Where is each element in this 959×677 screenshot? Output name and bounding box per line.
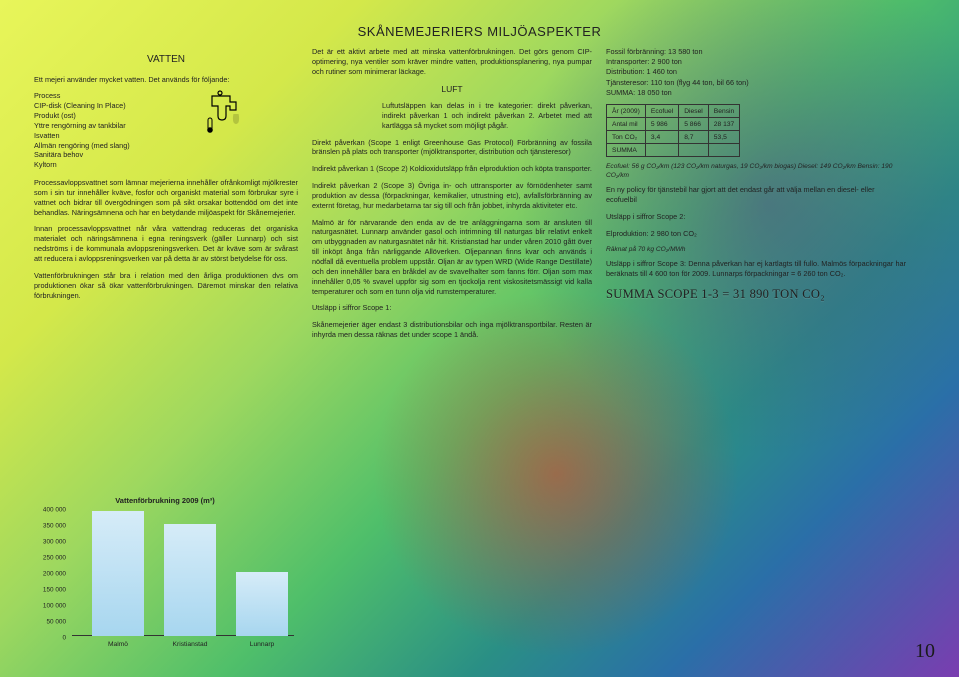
list-item: Sanitära behov (34, 150, 298, 160)
column-luft: Det är ett aktivt arbete med att minska … (312, 47, 592, 347)
chart-ylabel: 50 000 (30, 619, 66, 626)
luft-p5: Indirekt påverkan 2 (Scope 3) Övriga in-… (312, 181, 592, 211)
scope2-head: Utsläpp i siffror Scope 2: (606, 212, 906, 222)
vatten-usage-list: ProcessCIP-disk (Cleaning In Place)Produ… (34, 91, 298, 170)
vatten-p2: Innan processavloppsvattnet når våra vat… (34, 224, 298, 263)
water-chart: Vattenförbrukning 2009 (m³) 0 50 000 100 0… (30, 496, 300, 644)
scope2-val: Elproduktion: 2 980 ton CO₂ (606, 229, 906, 239)
luft-scope1-head: Utsläpp i siffror Scope 1: (312, 303, 592, 313)
luft-p2: Luftutsläppen kan delas in i tre kategor… (382, 101, 592, 131)
chart-ylabel: 400 000 (30, 507, 66, 514)
column-vatten: VATTEN Ett mejeri använder mycket vatten… (34, 47, 298, 347)
chart-ylabel: 150 000 (30, 587, 66, 594)
luft-p6: Malmö är för närvarande den enda av de t… (312, 218, 592, 297)
chart-bar (236, 572, 288, 636)
scope1-lines: Fossil förbränning: 13 580 tonIntranspor… (606, 47, 906, 98)
list-item: Allmän rengöring (med slang) (34, 141, 298, 151)
luft-p3: Direkt påverkan (Scope 1 enligt Greenhou… (312, 138, 592, 158)
scope2-note: Räknat på 70 kg CO₂/MWh (606, 246, 906, 255)
fuel-table: År (2009)EcofuelDieselBensinAntal mil5 9… (606, 104, 740, 157)
chart-xlabel: Malmö (88, 641, 148, 648)
list-item: Isvatten (34, 131, 298, 141)
chart-ylabel: 300 000 (30, 539, 66, 546)
policy-note: En ny policy för tjänstebil har gjort at… (606, 185, 906, 205)
heading-luft: LUFT (312, 84, 592, 95)
list-item: CIP-disk (Cleaning In Place) (34, 101, 298, 111)
list-item: Produkt (ost) (34, 111, 298, 121)
heading-vatten: VATTEN (34, 53, 298, 67)
vatten-p3: Vattenförbrukningen står bra i relation … (34, 271, 298, 301)
list-item: Yttre rengörning av tankbilar (34, 121, 298, 131)
list-item: Kyltorn (34, 160, 298, 170)
list-item: Process (34, 91, 298, 101)
chart-xlabel: Lunnarp (232, 641, 292, 648)
chart-bar (164, 524, 216, 636)
chart-xlabel: Kristianstad (160, 641, 220, 648)
vatten-intro: Ett mejeri använder mycket vatten. Det a… (34, 75, 298, 85)
summary-line: SUMMA: 18 050 ton (606, 88, 906, 98)
summary-line: Distribution: 1 460 ton (606, 67, 906, 77)
chart-ylabel: 200 000 (30, 571, 66, 578)
summary-line: Tjänsteresor: 110 ton (flyg 44 ton, bil … (606, 78, 906, 88)
summary-line: Fossil förbränning: 13 580 ton (606, 47, 906, 57)
vatten-p1: Processavloppsvattnet som lämnar mejerie… (34, 178, 298, 217)
summary-line: Intransporter: 2 900 ton (606, 57, 906, 67)
chart-bar (92, 511, 144, 636)
page-number: 10 (915, 640, 935, 663)
columns: VATTEN Ett mejeri använder mycket vatten… (34, 47, 925, 347)
column-summary: Fossil förbränning: 13 580 tonIntranspor… (606, 47, 906, 347)
chart-ylabel: 0 (30, 635, 66, 642)
chart-ylabel: 350 000 (30, 523, 66, 530)
chart-ylabel: 100 000 (30, 603, 66, 610)
page-title: SKÅNEMEJERIERS MILJÖASPEKTER (34, 24, 925, 39)
total-sum: SUMMA SCOPE 1-3 = 31 890 TON CO₂ (606, 286, 906, 303)
scope3-text: Utsläpp i siffror Scope 3: Denna påverka… (606, 259, 906, 279)
faucet-icon (206, 90, 244, 134)
fuel-note: Ecofuel: 56 g CO₂/km (123 CO₂/km naturga… (606, 163, 906, 180)
chart-title: Vattenförbrukning 2009 (m³) (30, 496, 300, 505)
chart-ylabel: 250 000 (30, 555, 66, 562)
luft-p8: Skånemejerier äger endast 3 distribution… (312, 320, 592, 340)
luft-intro: Det är ett aktivt arbete med att minska … (312, 47, 592, 77)
luft-p4: Indirekt påverkan 1 (Scope 2) Koldioxidu… (312, 164, 592, 174)
